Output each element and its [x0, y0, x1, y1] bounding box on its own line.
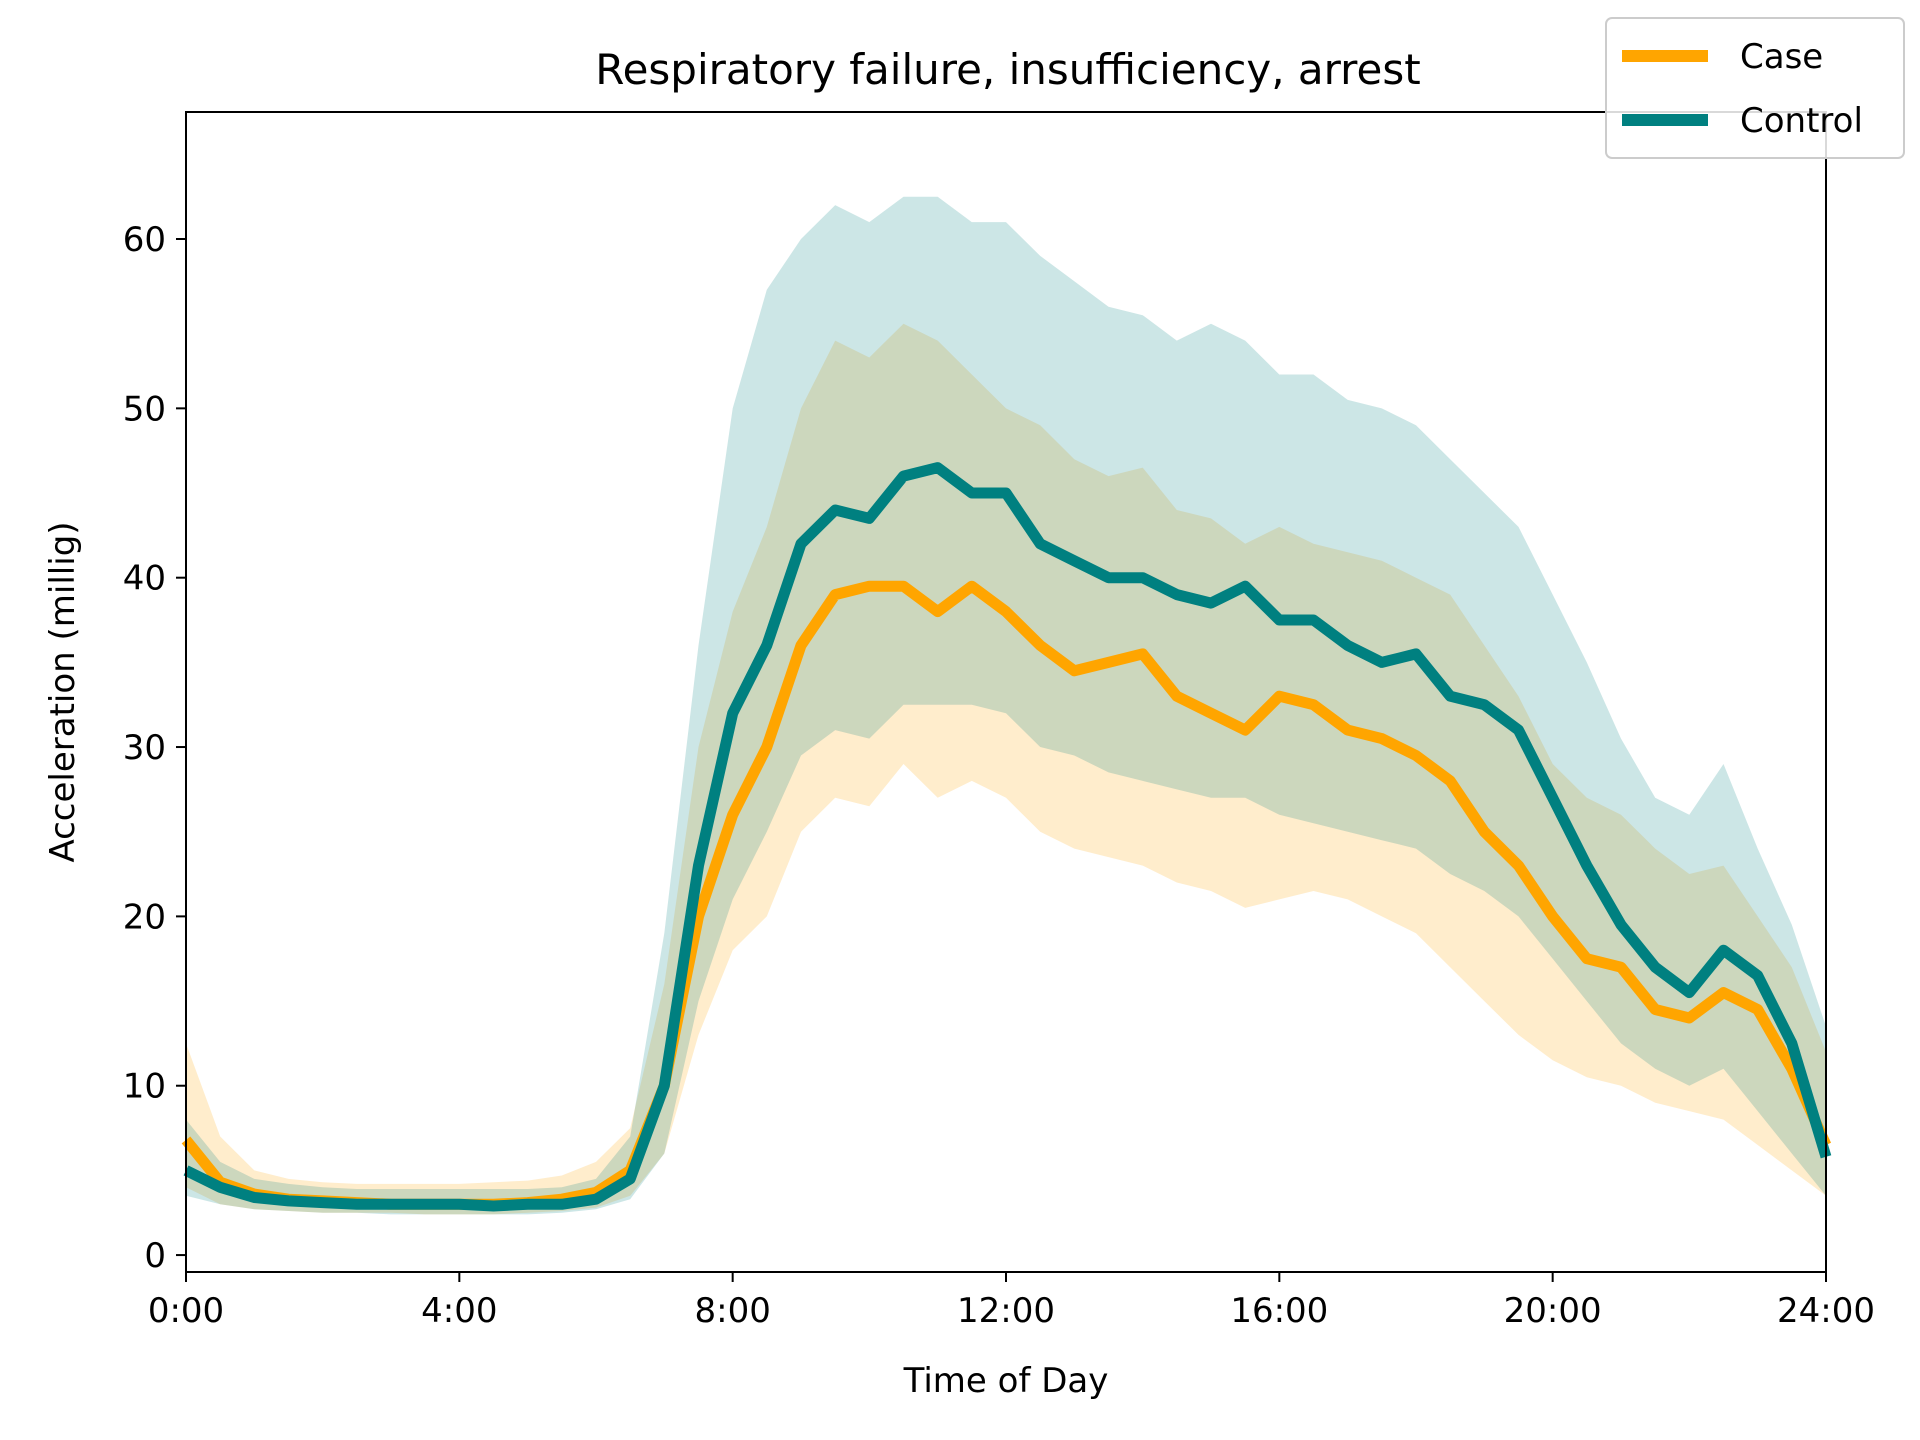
- y-tick-label: 30: [123, 728, 166, 768]
- x-axis-label: Time of Day: [903, 1361, 1109, 1401]
- y-tick-label: 50: [123, 389, 166, 429]
- x-tick-label: 12:00: [957, 1291, 1055, 1331]
- series-lines: [181, 462, 1832, 1212]
- band-control: [186, 196, 1826, 1215]
- series-line-control: [183, 462, 1832, 1212]
- y-axis-ticks: 0 10 20 30 40 50 60: [123, 220, 186, 1276]
- x-tick-label: 24:00: [1777, 1291, 1875, 1331]
- x-tick-label: 20:00: [1504, 1291, 1602, 1331]
- legend-label-control: Control: [1740, 101, 1863, 141]
- y-tick-label: 10: [123, 1067, 166, 1107]
- legend: Case Control: [1605, 17, 1905, 159]
- confidence-bands: [186, 196, 1826, 1215]
- chart-title: Respiratory failure, insufficiency, arre…: [595, 45, 1420, 94]
- y-axis-label: Acceleration (millig): [43, 521, 83, 862]
- band-case: [186, 323, 1826, 1215]
- x-tick-label: 0:00: [148, 1291, 224, 1331]
- y-tick-label: 40: [123, 559, 166, 599]
- x-axis-ticks: 0:00 4:00 8:00 12:00 16:00 20:00 24:00: [148, 1272, 1875, 1331]
- y-tick-label: 0: [144, 1236, 166, 1276]
- y-tick-label: 60: [123, 220, 166, 260]
- x-tick-label: 8:00: [694, 1291, 770, 1331]
- x-tick-label: 16:00: [1230, 1291, 1328, 1331]
- legend-label-case: Case: [1740, 37, 1823, 77]
- x-tick-label: 4:00: [421, 1291, 497, 1331]
- y-tick-label: 20: [123, 897, 166, 937]
